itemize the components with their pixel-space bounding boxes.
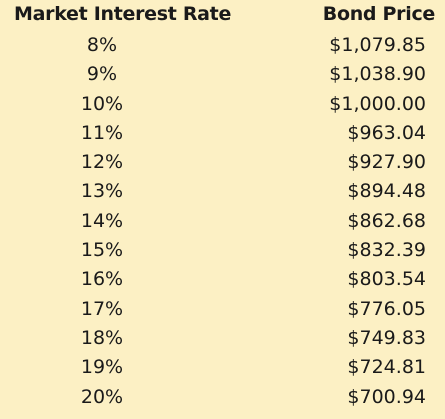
rate-cell: 15%	[80, 239, 124, 262]
price-cell: $894.48	[347, 180, 426, 203]
table-row: 16% $803.54	[0, 265, 445, 294]
table-body: 8% $1,079.85 9% $1,038.90 10% $1,000.00 …	[0, 31, 445, 412]
table-row: 11% $963.04	[0, 119, 445, 148]
table-row: 19% $724.81	[0, 353, 445, 382]
rate-cell: 18%	[80, 326, 124, 349]
rate-cell: 14%	[80, 209, 124, 232]
rate-cell: 8%	[86, 34, 118, 56]
header-market-interest-rate: Market Interest Rate	[14, 3, 232, 25]
table-row: 15% $832.39	[0, 236, 445, 265]
rate-cell: 19%	[80, 356, 124, 379]
table-row: 14% $862.68	[0, 207, 445, 236]
table-row: 13% $894.48	[0, 177, 445, 206]
table-row: 10% $1,000.00	[0, 90, 445, 119]
price-cell: $927.90	[347, 151, 426, 174]
table-row: 17% $776.05	[0, 295, 445, 324]
header-bond-price: Bond Price	[322, 3, 436, 25]
rate-cell: 20%	[80, 385, 124, 408]
table-row: 12% $927.90	[0, 148, 445, 177]
rate-cell: 10%	[80, 92, 124, 115]
price-cell: $1,079.85	[329, 34, 426, 56]
price-cell: $749.83	[347, 326, 426, 349]
price-cell: $963.04	[347, 121, 426, 144]
table-row: 18% $749.83	[0, 324, 445, 353]
price-cell: $803.54	[347, 268, 426, 291]
table-header: Market Interest Rate Bond Price	[0, 0, 445, 32]
price-cell: $832.39	[347, 239, 426, 262]
table-row: 9% $1,038.90	[0, 60, 445, 89]
price-cell: $700.94	[347, 385, 426, 408]
price-cell: $1,038.90	[329, 63, 426, 86]
price-cell: $776.05	[347, 297, 426, 320]
rate-cell: 11%	[80, 121, 124, 144]
rate-cell: 13%	[80, 180, 124, 203]
rate-cell: 16%	[80, 268, 124, 291]
price-cell: $724.81	[347, 356, 426, 379]
rate-cell: 12%	[80, 151, 124, 174]
price-cell: $862.68	[347, 209, 426, 232]
table-row: 8% $1,079.85	[0, 31, 445, 60]
rate-cell: 17%	[80, 297, 124, 320]
table-row: 20% $700.94	[0, 383, 445, 412]
rate-cell: 9%	[86, 63, 118, 86]
price-cell: $1,000.00	[329, 92, 426, 115]
